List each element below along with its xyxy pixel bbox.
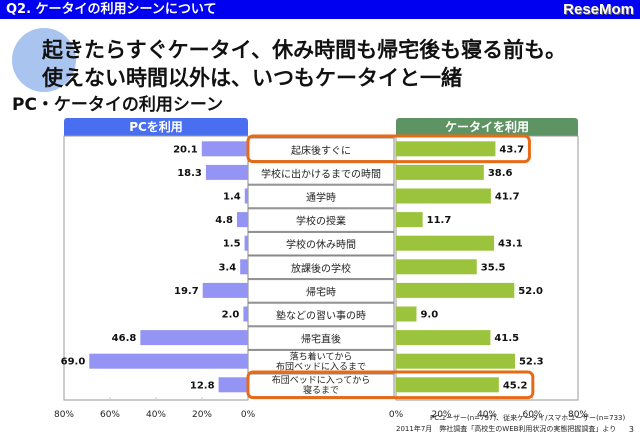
keitai-value-label: 43.1 <box>498 239 523 250</box>
right-tick-label: 80% <box>568 410 588 420</box>
headline-line1: 起きたらすぐケータイ、休み時間も帰宅後も寝る前も。 <box>42 38 567 62</box>
right-tick-label: 40% <box>477 410 497 420</box>
pc-bar <box>244 235 248 251</box>
pc-bar <box>218 377 248 393</box>
keitai-bar <box>396 235 495 251</box>
keitai-bar <box>396 377 499 393</box>
category-label: 学校の授業 <box>296 215 346 228</box>
category-label: 起床後すぐに <box>291 144 351 157</box>
pc-value-label: 1.5 <box>223 239 241 250</box>
pc-value-label: 12.8 <box>190 380 215 391</box>
left-tick-label: 40% <box>146 410 166 420</box>
keitai-value-label: 11.7 <box>427 215 452 226</box>
pc-value-label: 46.8 <box>112 333 137 344</box>
keitai-value-label: 43.7 <box>499 144 524 155</box>
left-tick-label: 60% <box>100 410 120 420</box>
keitai-bar <box>396 259 477 275</box>
pc-value-label: 69.0 <box>61 357 86 368</box>
category-label: 帰宅直後 <box>301 333 341 346</box>
headline: 起きたらすぐケータイ、休み時間も帰宅後も寝る前も。 使えない時間以外は、いつもケ… <box>42 36 566 92</box>
pc-bar <box>244 188 248 204</box>
right-tick-label: 0% <box>389 410 404 420</box>
pc-value-label: 18.3 <box>177 168 202 179</box>
right-tick-label: 60% <box>522 410 542 420</box>
pc-value-label: 3.4 <box>218 262 236 273</box>
left-tick-label: 20% <box>192 410 212 420</box>
keitai-value-label: 45.2 <box>503 380 528 391</box>
page-number: 3 <box>628 425 634 434</box>
pc-value-label: 2.0 <box>222 310 240 321</box>
legend-pc: PCを利用 <box>64 118 248 136</box>
pc-bar <box>236 212 248 228</box>
keitai-bar <box>396 306 417 322</box>
pc-bar <box>202 282 248 298</box>
pc-bar <box>240 259 248 275</box>
keitai-bar <box>396 141 496 157</box>
right-tick-label: 20% <box>431 410 451 420</box>
left-tick-label: 0% <box>241 410 256 420</box>
highlight-frame <box>246 370 535 400</box>
category-label: 帰宅時 <box>306 285 336 298</box>
pc-bar <box>243 306 248 322</box>
keitai-bar <box>396 353 515 369</box>
category-label: 学校に出かけるまでの時間 <box>261 167 381 180</box>
keitai-value-label: 38.6 <box>488 168 513 179</box>
header-bar: Q2. ケータイの利用シーンについて ReseMom <box>0 0 640 19</box>
footnote-sample: PCユーザー(n=797)、従来ケータイ/スマホユーザー(n=733) <box>430 414 626 422</box>
pc-value-label: 19.7 <box>174 286 199 297</box>
category-label: 落ち着いてから <box>290 350 353 362</box>
keitai-value-label: 52.0 <box>518 286 543 297</box>
keitai-bar <box>396 212 423 228</box>
pc-value-label: 20.1 <box>173 144 198 155</box>
category-label: 通学時 <box>306 191 336 204</box>
keitai-bar <box>396 164 484 180</box>
footnote-source: 2011年7月 弊社調査「高校生のWEB利用状況の実態把握調査」より <box>396 425 617 433</box>
pc-bar <box>205 164 248 180</box>
keitai-bar <box>396 188 491 204</box>
pc-value-label: 1.4 <box>223 192 241 203</box>
keitai-value-label: 52.3 <box>519 357 544 368</box>
keitai-bar <box>396 282 515 298</box>
pc-bar <box>89 353 248 369</box>
pc-value-label: 4.8 <box>215 215 233 226</box>
pc-bar <box>201 141 248 157</box>
category-label: 布団ベッドに入るまで <box>276 360 366 372</box>
decorative-circle <box>12 28 76 92</box>
keitai-value-label: 41.7 <box>495 192 520 203</box>
category-label: 寝るまで <box>303 384 339 396</box>
chart-subtitle: PC・ケータイの利用シーン <box>12 95 224 115</box>
keitai-bar <box>396 330 491 346</box>
legend-keitai: ケータイを利用 <box>396 118 578 136</box>
category-label: 塾などの習い事の時 <box>276 309 366 322</box>
keitai-value-label: 9.0 <box>420 310 438 321</box>
highlight-frame <box>246 134 531 164</box>
category-label: 布団ベッドに入ってから <box>272 374 371 386</box>
left-tick-label: 80% <box>54 410 74 420</box>
category-label: 放課後の学校 <box>291 262 351 275</box>
keitai-value-label: 35.5 <box>481 262 506 273</box>
headline-line2: 使えない時間以外は、いつもケータイと一緒 <box>42 66 462 90</box>
resemom-logo: ReseMom <box>563 1 634 18</box>
keitai-value-label: 41.5 <box>494 333 519 344</box>
category-label: 学校の休み時間 <box>286 238 356 251</box>
question-title: Q2. ケータイの利用シーンについて <box>6 2 217 17</box>
pc-bar <box>140 330 248 346</box>
